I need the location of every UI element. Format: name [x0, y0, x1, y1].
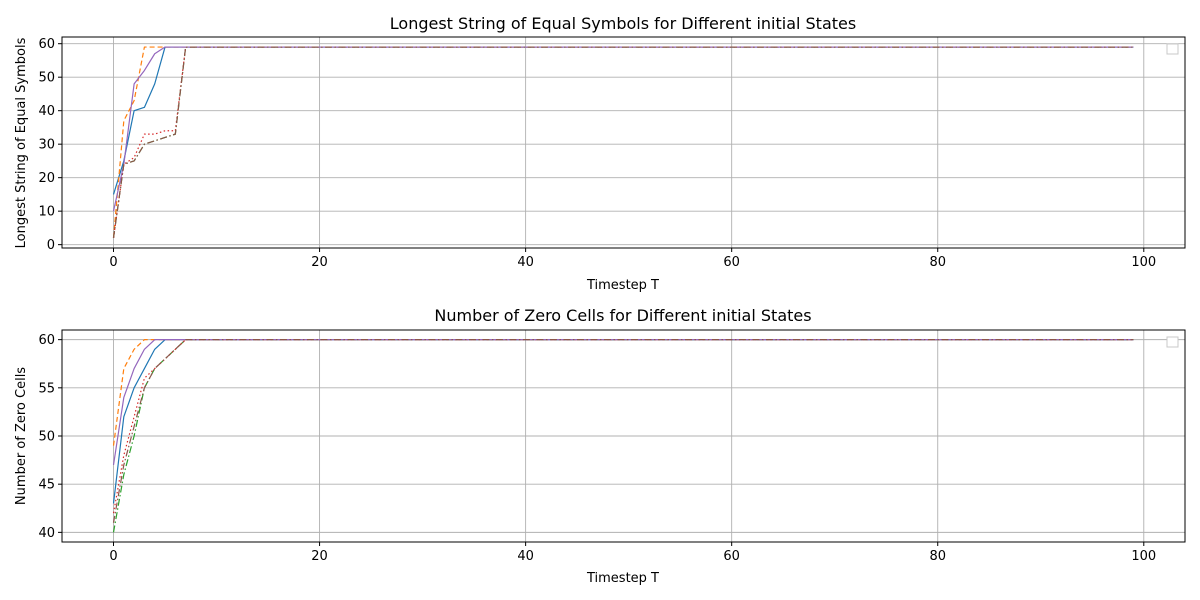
- y-tick-label: 50: [38, 71, 55, 86]
- grid: [62, 330, 1185, 542]
- series-line: [112, 339, 1134, 533]
- x-tick-label: 80: [929, 255, 946, 270]
- ticks: 0 20 40 60 80 100 40 45 50 55 60: [38, 333, 1156, 564]
- x-tick-label: 60: [723, 255, 740, 270]
- series-group: [112, 339, 1134, 533]
- series-line: [112, 339, 1134, 523]
- series-line: [112, 339, 1134, 504]
- x-tick-label: 0: [109, 549, 117, 564]
- y-tick-label: 30: [38, 138, 55, 153]
- x-tick-label: 100: [1131, 549, 1156, 564]
- y-tick-label: 60: [38, 333, 55, 348]
- series-line: [112, 339, 1134, 514]
- y-tick-label: 40: [38, 526, 55, 541]
- series-line: [112, 46, 1134, 212]
- legend-box: [1166, 336, 1179, 348]
- series-line: [112, 46, 1134, 195]
- y-tick-label: 60: [38, 37, 55, 52]
- x-axis-label: Timestep T: [586, 571, 659, 586]
- y-tick-label: 20: [38, 171, 55, 186]
- x-axis-label: Timestep T: [586, 278, 659, 293]
- x-tick-label: 40: [517, 549, 534, 564]
- chart-zero-cells: Number of Zero Cells for Different initi…: [14, 306, 1186, 586]
- y-tick-label: 0: [47, 238, 55, 253]
- legend-box: [1166, 43, 1179, 55]
- series-line: [112, 339, 1134, 446]
- chart-title: Number of Zero Cells for Different initi…: [434, 306, 811, 325]
- y-tick-label: 40: [38, 104, 55, 119]
- series-group: [112, 46, 1134, 239]
- chart-longest-string: Longest String of Equal Symbols for Diff…: [14, 14, 1186, 293]
- series-line: [112, 46, 1134, 239]
- plot-frame: [61, 36, 1186, 249]
- ticks: 0 20 40 60 80 100 0 10 20 30 40 50 60: [38, 37, 1156, 270]
- y-axis-label: Longest String of Equal Symbols: [14, 37, 29, 248]
- x-tick-label: 80: [929, 549, 946, 564]
- grid: [62, 37, 1185, 248]
- y-tick-label: 55: [38, 381, 55, 396]
- x-tick-label: 100: [1131, 255, 1156, 270]
- x-tick-label: 0: [109, 255, 117, 270]
- series-line: [112, 46, 1134, 239]
- y-axis-label: Number of Zero Cells: [14, 367, 29, 505]
- x-tick-label: 20: [311, 255, 328, 270]
- x-tick-label: 40: [517, 255, 534, 270]
- chart-title: Longest String of Equal Symbols for Diff…: [390, 14, 856, 33]
- x-tick-label: 20: [311, 549, 328, 564]
- x-tick-label: 60: [723, 549, 740, 564]
- series-line: [112, 46, 1134, 239]
- series-line: [112, 339, 1134, 466]
- y-tick-label: 10: [38, 205, 55, 220]
- series-line: [112, 46, 1134, 239]
- y-tick-label: 45: [38, 478, 55, 493]
- y-tick-label: 50: [38, 430, 55, 445]
